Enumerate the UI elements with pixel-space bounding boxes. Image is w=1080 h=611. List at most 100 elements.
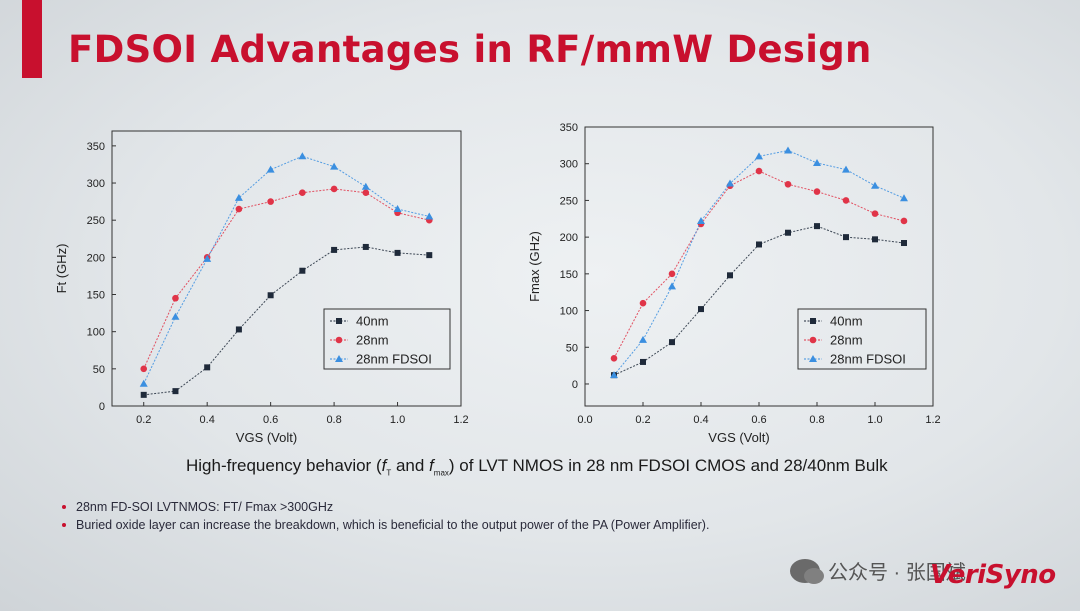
data-point: [727, 272, 733, 279]
data-point: [639, 335, 647, 343]
data-point: [140, 365, 148, 373]
bullet-text: 28nm FD-SOI LVTNMOS: FT/ Fmax >300GHz: [76, 500, 334, 514]
data-point: [814, 223, 820, 230]
data-point: [330, 185, 338, 193]
verisyno-logo: VeriSyno: [930, 560, 1056, 590]
series-28nm-fdsoi: [610, 146, 908, 379]
x-tick-label: 0.6: [263, 414, 278, 426]
bullet-item: Buried oxide layer can increase the brea…: [62, 518, 709, 532]
data-point: [172, 294, 179, 302]
bullet-dot-icon: [62, 523, 66, 527]
figure-caption: High-frequency behavior (fT and fmax) of…: [186, 456, 888, 477]
data-point: [871, 210, 879, 217]
data-point: [335, 355, 343, 362]
series-line: [143, 188, 430, 370]
y-tick-label: 350: [87, 141, 105, 153]
bullet-text: Buried oxide layer can increase the brea…: [76, 518, 710, 532]
wechat-watermark: 公众号 · 张国斌: [790, 556, 966, 585]
legend-label: 28nm: [830, 333, 863, 348]
y-tick-label: 200: [560, 232, 578, 244]
data-point: [871, 181, 879, 189]
data-point: [810, 318, 816, 324]
bullet-item: 28nm FD-SOI LVTNMOS: FT/ Fmax >300GHz: [62, 500, 709, 514]
data-point: [756, 241, 762, 248]
data-point: [394, 249, 401, 256]
data-point: [298, 152, 307, 160]
x-axis-label: VGS (Volt): [708, 430, 769, 445]
data-point: [362, 243, 369, 250]
data-point: [361, 182, 370, 190]
data-point: [172, 388, 179, 395]
caption-prefix: High-frequency behavior (: [186, 456, 382, 475]
series-28nm: [140, 185, 433, 373]
y-tick-label: 350: [560, 122, 578, 134]
x-tick-label: 1.2: [453, 414, 468, 426]
x-tick-label: 0.2: [136, 414, 151, 426]
wechat-icon: [790, 558, 824, 584]
y-tick-label: 50: [93, 364, 105, 376]
y-axis-label: Fmax (GHz): [527, 231, 542, 302]
legend-label: 28nm FDSOI: [356, 352, 432, 367]
data-point: [698, 306, 704, 313]
data-point: [813, 158, 821, 166]
data-point: [842, 197, 850, 204]
data-point: [784, 146, 792, 154]
data-point: [425, 212, 434, 220]
data-point: [809, 355, 817, 362]
x-axis-label: VGS (Volt): [236, 430, 297, 445]
legend-label: 40nm: [830, 314, 863, 329]
legend-label: 40nm: [356, 314, 389, 329]
data-point: [669, 339, 675, 346]
caption-suffix: ) of LVT NMOS in 28 nm FDSOI CMOS and 28…: [448, 456, 888, 475]
data-point: [900, 217, 908, 225]
y-tick-label: 0: [99, 401, 105, 413]
data-point: [610, 371, 618, 379]
data-point: [235, 326, 242, 333]
bullet-list: 28nm FD-SOI LVTNMOS: FT/ Fmax >300GHz Bu…: [62, 500, 709, 536]
data-point: [785, 229, 791, 236]
y-tick-label: 250: [87, 215, 105, 227]
y-tick-label: 100: [560, 306, 578, 318]
y-tick-label: 150: [87, 290, 105, 302]
data-point: [267, 198, 274, 205]
data-point: [267, 292, 274, 299]
caption-and: and: [391, 456, 430, 475]
data-point: [639, 299, 647, 307]
y-tick-label: 300: [87, 178, 105, 190]
data-point: [393, 205, 402, 213]
caption-fmax-sub: max: [433, 468, 449, 478]
x-tick-label: 1.0: [867, 414, 882, 426]
bullet-dot-icon: [62, 505, 66, 509]
data-point: [426, 252, 433, 259]
y-tick-label: 100: [87, 327, 105, 339]
slide-title: FDSOI Advantages in RF/mmW Design: [68, 28, 872, 71]
data-point: [843, 234, 849, 241]
series-line: [613, 170, 905, 359]
data-point: [234, 193, 243, 201]
caption-fmax: f: [429, 456, 434, 475]
data-point: [335, 336, 343, 344]
data-point: [610, 354, 618, 362]
y-tick-label: 150: [560, 269, 578, 281]
data-point: [330, 162, 339, 170]
caption-ft-sub: T: [386, 468, 392, 478]
x-tick-label: 0.8: [326, 414, 341, 426]
data-point: [784, 180, 792, 188]
data-point: [140, 391, 147, 398]
y-tick-label: 250: [560, 195, 578, 207]
data-point: [203, 254, 212, 262]
legend: 40nm 28nm 28nm FDSOI: [323, 308, 451, 370]
watermark-text: 公众号 · 张国斌: [828, 562, 966, 584]
legend: 40nm 28nm 28nm FDSOI: [797, 308, 927, 370]
data-point: [813, 188, 821, 195]
data-point: [872, 236, 878, 243]
series-28nm-fdsoi: [139, 152, 434, 387]
chart-left: 0.2 0.4 0.6 0.8 1.0 1.2 0 50 100 150 200 250 300 350 V…: [54, 130, 469, 445]
x-tick-label: 0.4: [200, 414, 215, 426]
y-tick-label: 300: [560, 159, 578, 171]
data-point: [640, 358, 646, 365]
data-point: [726, 179, 734, 187]
data-point: [697, 216, 705, 224]
data-point: [842, 165, 850, 173]
